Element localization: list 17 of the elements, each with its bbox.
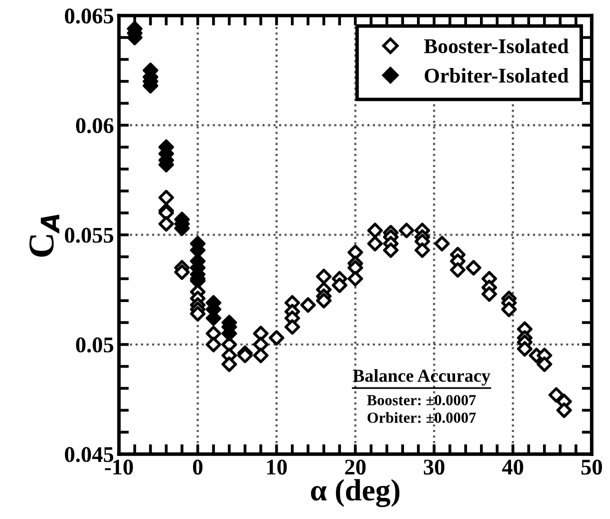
x-tick-label: 50 bbox=[581, 460, 602, 475]
x-tick-label: 0 bbox=[193, 460, 202, 475]
y-tick-label: 0.05 bbox=[76, 337, 114, 353]
y-tick-label: 0.055 bbox=[64, 228, 114, 243]
legend-label: Booster-Isolated bbox=[424, 38, 569, 54]
y-tick-label: 0.06 bbox=[76, 118, 114, 134]
x-tick-label: 40 bbox=[502, 460, 524, 475]
x-tick-label: 10 bbox=[267, 460, 287, 475]
x-tick-label: 20 bbox=[345, 460, 366, 475]
annotation: Balance Accuracy bbox=[352, 369, 490, 386]
y-tick-label: 0.065 bbox=[64, 8, 114, 24]
legend-label: Orbiter-Isolated bbox=[424, 68, 569, 83]
annotation: Booster: ±0.0007 bbox=[367, 395, 476, 406]
x-tick-label: 30 bbox=[424, 460, 444, 475]
annotation: Orbiter: ±0.0007 bbox=[368, 412, 476, 423]
x-axis-title: α (deg) bbox=[311, 479, 400, 508]
y-axis-title: C$_{A}$ bbox=[29, 214, 60, 257]
